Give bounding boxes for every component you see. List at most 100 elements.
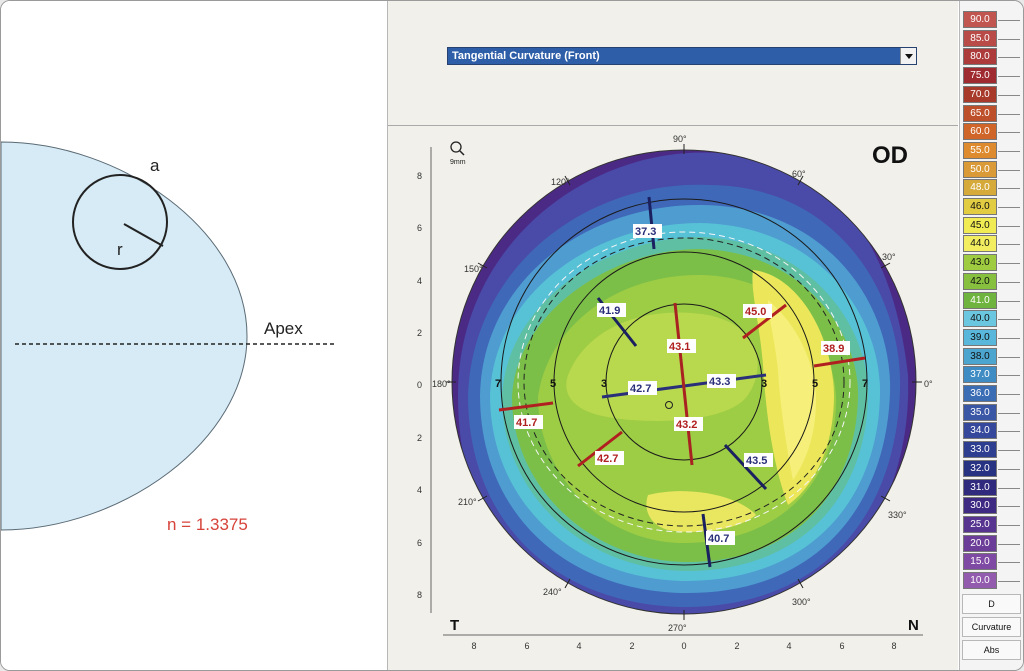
scale-tick (998, 375, 1020, 377)
scale-tick (998, 319, 1020, 321)
scale-tick (998, 300, 1020, 302)
scale-value: 15.0 (963, 553, 997, 571)
angle-300: 300° (792, 597, 811, 607)
unit-button[interactable]: D (962, 594, 1021, 614)
x-tick: 2 (734, 641, 739, 651)
scale-value: 39.0 (963, 328, 997, 346)
map-type-dropdown[interactable]: Tangential Curvature (Front) (447, 47, 917, 65)
scale-tick (998, 150, 1020, 152)
scale-tick (998, 20, 1020, 21)
x-tick: 8 (891, 641, 896, 651)
scale-tick (998, 188, 1020, 190)
scale-value: 46.0 (963, 198, 997, 215)
zoom-button[interactable]: 9mm (450, 141, 466, 166)
scale-tick (998, 431, 1020, 433)
x-tick: 2 (629, 641, 634, 651)
curvature-mode-button[interactable]: Curvature (962, 617, 1021, 637)
angle-60: 60° (792, 169, 806, 179)
scale-tick (998, 76, 1020, 78)
scale-tick (998, 169, 1020, 171)
eye-label: OD (872, 142, 908, 169)
x-tick: 6 (839, 641, 844, 651)
x-tick: 8 (471, 641, 476, 651)
angle-90: 90° (673, 134, 687, 144)
cornea-shape (1, 141, 248, 531)
temporal-label: T (450, 617, 459, 634)
scale-tick (998, 337, 1020, 339)
x-tick: 6 (524, 641, 529, 651)
reading-45-0: 45.0 (745, 306, 766, 318)
scale-value: 38.0 (963, 347, 997, 365)
scale-tick (998, 581, 1020, 582)
curvature-circle (72, 174, 168, 270)
scale-value: 37.0 (963, 366, 997, 384)
reading-41-7: 41.7 (516, 417, 537, 429)
scale-tick (998, 506, 1020, 508)
magnifier-icon[interactable] (450, 141, 462, 153)
scale-value: 25.0 (963, 515, 997, 533)
y-tick: 4 (417, 276, 422, 286)
scale-value: 75.0 (963, 67, 997, 85)
y-tick: 2 (417, 328, 422, 338)
scale-value: 43.0 (963, 254, 997, 272)
scale-tick (998, 94, 1020, 96)
curvature-diagram: a r Apex n = 1.3375 (1, 141, 335, 534)
y-tick: 0 (417, 380, 422, 390)
scale-value: 50.0 (963, 160, 997, 178)
scale-value: 36.0 (963, 385, 997, 402)
nasal-label: N (908, 617, 919, 634)
scale-tick (998, 450, 1020, 452)
y-tick: 8 (417, 590, 422, 600)
scale-tick (998, 244, 1020, 246)
scale-value: 45.0 (963, 216, 997, 234)
label-apex: Apex (264, 319, 303, 338)
ring-label-5-left: 5 (550, 378, 556, 390)
scale-value: 10.0 (963, 572, 997, 589)
abs-scale-button[interactable]: Abs (962, 640, 1021, 660)
x-axis-ticks: 8 6 4 2 0 2 4 6 8 (471, 641, 896, 651)
scale-tick (998, 468, 1020, 470)
reading-42-7-center: 42.7 (630, 383, 651, 395)
angle-330: 330° (888, 510, 907, 520)
meridian-lines (498, 196, 866, 568)
chevron-down-icon[interactable] (900, 48, 916, 64)
scale-tick (998, 394, 1020, 395)
ring-label-3-left: 3 (601, 378, 607, 390)
refractive-index: n = 1.3375 (167, 515, 248, 534)
scale-tick (998, 281, 1020, 283)
angle-180: 180° (432, 379, 451, 389)
x-tick: 4 (786, 641, 791, 651)
scale-value: 44.0 (963, 235, 997, 253)
scale-tick (998, 38, 1020, 40)
scale-tick (998, 132, 1020, 134)
scale-value: 85.0 (963, 29, 997, 47)
ring-label-3-right: 3 (761, 378, 767, 390)
pupil-center-marker (665, 401, 673, 409)
x-tick: 4 (576, 641, 581, 651)
reading-43-5: 43.5 (746, 455, 767, 467)
topography-map: 7 5 3 3 5 7 37.3 41.9 43.1 45.0 38.9 42.… (417, 134, 933, 651)
scale-value: 60.0 (963, 123, 997, 141)
ring-label-7-right: 7 (862, 378, 868, 390)
scale-tick (998, 412, 1020, 414)
angle-ticks (446, 144, 922, 620)
map-toolbar: Tangential Curvature (Front) (388, 1, 958, 126)
scale-tick (998, 57, 1020, 59)
scale-value: 90.0 (963, 11, 997, 28)
angle-150: 150° (464, 264, 483, 274)
curvature-diagram-panel: a r Apex n = 1.3375 (1, 1, 388, 670)
angle-labels: 90° 60° 120° 30° 150° 0° 180° 210° 330° … (432, 134, 933, 633)
angle-30: 30° (882, 252, 896, 262)
reading-43-1: 43.1 (669, 341, 690, 353)
scale-value: 20.0 (963, 534, 997, 552)
scale-value: 40.0 (963, 310, 997, 328)
ring-label-7-left: 7 (495, 378, 501, 390)
ring-label-5-right: 5 (812, 378, 818, 390)
curvature-readings: 37.3 41.9 43.1 45.0 38.9 42.7 43.3 41.7 … (514, 224, 850, 545)
radius-line (123, 223, 164, 247)
scale-value: 33.0 (963, 441, 997, 459)
map-type-value: Tangential Curvature (Front) (452, 50, 600, 62)
scale-value: 80.0 (963, 48, 997, 66)
scale-value: 65.0 (963, 104, 997, 122)
